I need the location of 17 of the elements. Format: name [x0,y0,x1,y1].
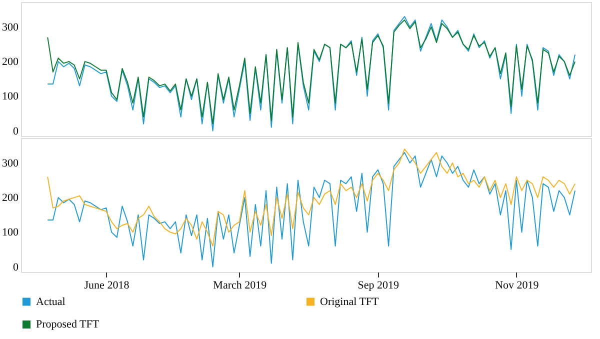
y-tick-label: 100 [2,226,19,239]
x-tick-label: June 2018 [84,280,130,292]
y-tick-label: 300 [2,157,19,170]
x-tick-label: Nov 2019 [495,280,540,292]
y-tick-label: 0 [13,261,19,274]
legend-label: Actual [36,296,66,308]
legend-label: Proposed TFT [36,318,100,330]
y-tick-label: 300 [2,21,19,34]
line-series [47,148,576,247]
y-tick-label: 200 [2,56,19,68]
line-series [47,152,576,268]
y-tick-label: 0 [13,125,19,138]
y-tick-label: 100 [2,90,19,103]
x-tick-label: March 2019 [213,280,268,292]
legend-label: Original TFT [320,296,380,308]
y-tick-label: 200 [2,192,19,204]
x-tick-label: Sep 2019 [358,280,400,292]
